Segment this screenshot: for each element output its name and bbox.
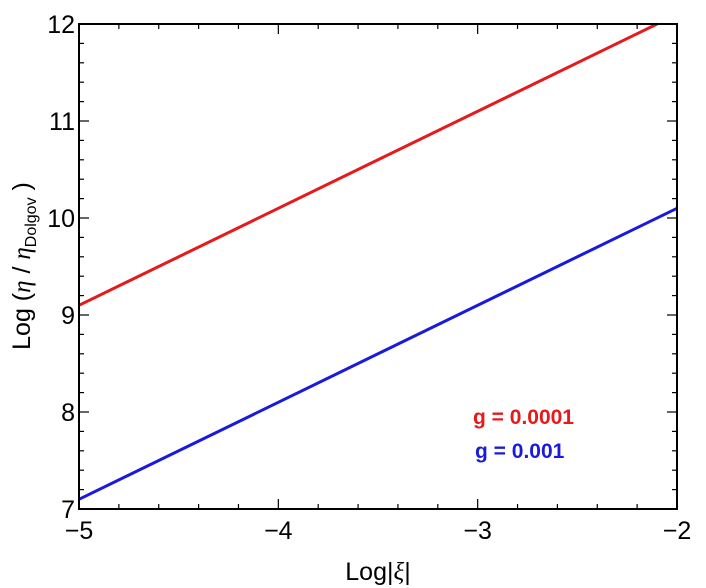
y-tick-label: 11 (49, 108, 75, 136)
minor-ticks (79, 24, 677, 509)
x-tick-label: −3 (463, 517, 492, 545)
y-tick-labels: 7 8 9 10 11 12 (47, 11, 75, 524)
plot-frame (78, 23, 678, 510)
x-axis-label: Log|ξ| (345, 558, 410, 586)
y-tick-label: 9 (61, 302, 75, 330)
y-tick-label: 8 (61, 399, 75, 427)
legend-label-g-0.001: g = 0.001 (475, 440, 565, 463)
legend: g = 0.0001 g = 0.001 (473, 406, 574, 463)
series-line-0 (78, 22, 658, 307)
series-line-1 (78, 206, 678, 501)
y-tick-label: 12 (47, 11, 75, 39)
y-axis-label: Log (η / ηDolgov ) (8, 182, 40, 350)
x-tick-label: −5 (65, 517, 94, 545)
x-tick-label: −4 (264, 517, 293, 545)
x-tick-labels: −5 −4 −3 −2 (65, 517, 692, 545)
series-layer (78, 22, 678, 501)
x-tick-label: −2 (663, 517, 692, 545)
y-tick-label: 10 (47, 205, 75, 233)
major-ticks (78, 23, 678, 510)
legend-label-g-0.0001: g = 0.0001 (473, 406, 574, 429)
y-tick-label: 7 (61, 496, 75, 524)
